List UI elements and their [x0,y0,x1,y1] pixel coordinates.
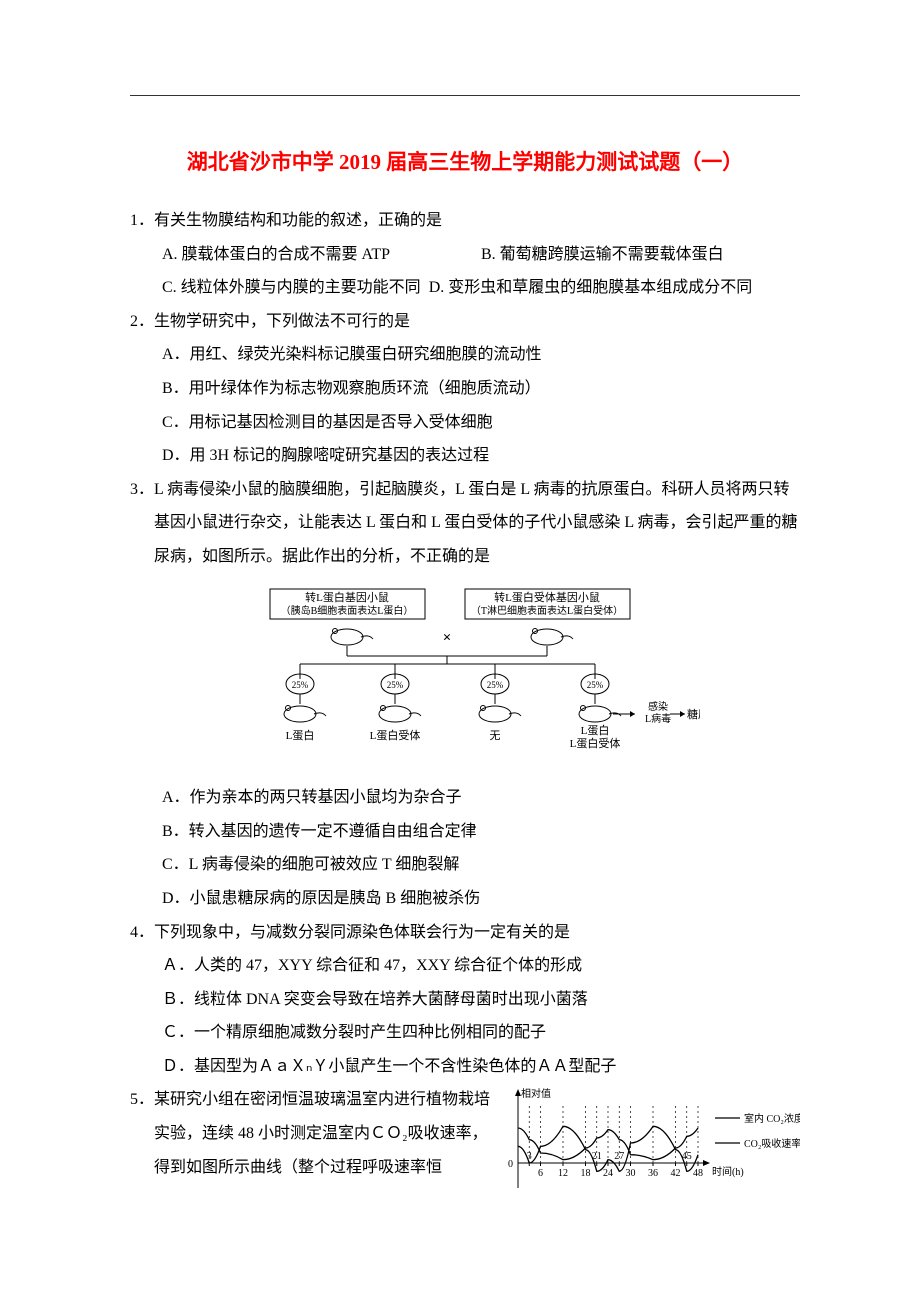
q4-opt-b: Ｂ．线粒体 DNA 突变会导致在培养大菌酵母菌时出现小菌落 [162,983,800,1017]
q1-opt-d: D. 变形虫和草履虫的细胞膜基本组成成分不同 [429,279,753,296]
q1-opt-a: A. 膜载体蛋白的合成不需要 ATP [162,238,481,272]
q2-opt-d: D．用 3H 标记的胸腺嘧啶研究基因的表达过程 [162,439,800,473]
svg-text:时间(h): 时间(h) [712,1165,744,1178]
q2-stem: 2．生物学研究中，下列做法不可行的是 [130,305,800,339]
svg-text:转L蛋白受体基因小鼠: 转L蛋白受体基因小鼠 [494,590,600,604]
svg-text:无: 无 [490,730,501,742]
question-3: 3．L 病毒侵染小鼠的脑膜细胞，引起脑膜炎，L 蛋白是 L 病毒的抗原蛋白。科研… [130,473,800,916]
header-rule [130,95,800,96]
q2-opt-c: C．用标记基因检测目的基因是否导入受体细胞 [162,406,800,440]
svg-text:25%: 25% [587,680,604,690]
question-4: 4．下列现象中，与减数分裂同源染色体联会行为一定有关的是 Ａ．人类的 47，XY… [130,916,800,1084]
svg-text:L蛋白受体: L蛋白受体 [570,736,621,750]
svg-text:（胰岛B细胞表面表达L蛋白）: （胰岛B细胞表面表达L蛋白） [281,604,414,617]
page: 湖北省沙市中学 2019 届高三生物上学期能力测试试题（一） 1．有关生物膜结构… [0,0,920,1233]
svg-text:糖尿病: 糖尿病 [687,707,700,721]
q3-opt-d: D．小鼠患糖尿病的原因是胰岛 B 细胞被杀伤 [162,882,800,916]
document-title: 湖北省沙市中学 2019 届高三生物上学期能力测试试题（一） [130,146,800,176]
q3-opt-b: B．转入基因的遗传一定不遵循自由组合定律 [162,815,800,849]
svg-text:（T淋巴细胞表面表达L蛋白受体）: （T淋巴细胞表面表达L蛋白受体） [471,604,623,617]
cross-diagram-svg: 转L蛋白基因小鼠（胰岛B细胞表面表达L蛋白） 转L蛋白受体基因小鼠（T淋巴细胞表面… [230,584,700,759]
svg-text:×: × [443,630,452,646]
svg-text:24: 24 [603,1168,613,1179]
q2-options: A．用红、绿荧光染料标记膜蛋白研究细胞膜的流动性 B．用叶绿体作为标志物观察胞质… [130,338,800,472]
q3-opt-c: C．L 病毒侵染的细胞可被效应 T 细胞裂解 [162,848,800,882]
q4-opt-d: Ｄ．基因型为ＡａＸₙＹ小鼠产生一个不含性染色体的ＡＡ型配子 [162,1050,800,1084]
q3-diagram: 转L蛋白基因小鼠（胰岛B细胞表面表达L蛋白） 转L蛋白受体基因小鼠（T淋巴细胞表面… [130,584,800,772]
svg-text:42: 42 [671,1168,681,1179]
svg-text:相对值: 相对值 [521,1087,551,1100]
svg-text:6: 6 [538,1168,543,1179]
q1-opt-c: C. 线粒体外膜与内膜的主要功能不同 [162,279,421,296]
q4-opt-c: Ｃ．一个精原细胞减数分裂时产生四种比例相同的配子 [162,1016,800,1050]
q1-stem: 1．有关生物膜结构和功能的叙述，正确的是 [130,204,800,238]
svg-text:L蛋白: L蛋白 [581,723,610,737]
q2-opt-a: A．用红、绿荧光染料标记膜蛋白研究细胞膜的流动性 [162,338,800,372]
svg-text:27: 27 [614,1151,624,1162]
q3-options: A．作为亲本的两只转基因小鼠均为杂合子 B．转入基因的遗传一定不遵循自由组合定律… [130,781,800,915]
svg-text:CO₂吸收速率: CO₂吸收速率 [744,1137,800,1150]
q4-stem: 4．下列现象中，与减数分裂同源染色体联会行为一定有关的是 [130,916,800,950]
svg-text:L蛋白受体: L蛋白受体 [370,728,421,742]
q5-chart: 相对值时间(h)03612182124273036424548室内 CO₂浓度C… [500,1083,800,1203]
svg-text:18: 18 [581,1168,591,1179]
svg-text:L病毒: L病毒 [645,712,671,725]
question-2: 2．生物学研究中，下列做法不可行的是 A．用红、绿荧光染料标记膜蛋白研究细胞膜的… [130,305,800,473]
q1-opt-b: B. 葡萄糖跨膜运输不需要载体蛋白 [481,238,800,272]
svg-text:转L蛋白基因小鼠: 转L蛋白基因小鼠 [305,590,389,604]
svg-text:25%: 25% [292,680,309,690]
svg-text:25%: 25% [387,680,404,690]
svg-text:48: 48 [693,1168,703,1179]
q3-stem: 3．L 病毒侵染小鼠的脑膜细胞，引起脑膜炎，L 蛋白是 L 病毒的抗原蛋白。科研… [130,473,800,574]
q2-opt-b: B．用叶绿体作为标志物观察胞质环流（细胞质流动） [162,372,800,406]
q4-options: Ａ．人类的 47，XYY 综合征和 47，XXY 综合征个体的形成 Ｂ．线粒体 … [130,949,800,1083]
svg-text:36: 36 [648,1168,658,1179]
svg-text:L蛋白: L蛋白 [286,728,315,742]
svg-text:3: 3 [527,1151,532,1162]
svg-text:感染: 感染 [648,700,668,713]
svg-text:25%: 25% [487,680,504,690]
q3-opt-a: A．作为亲本的两只转基因小鼠均为杂合子 [162,781,800,815]
svg-text:室内 CO₂浓度: 室内 CO₂浓度 [744,1112,800,1125]
svg-text:12: 12 [558,1168,568,1179]
question-1: 1．有关生物膜结构和功能的叙述，正确的是 A. 膜载体蛋白的合成不需要 ATP … [130,204,800,305]
q4-opt-a: Ａ．人类的 47，XYY 综合征和 47，XXY 综合征个体的形成 [162,949,800,983]
co2-chart-svg: 相对值时间(h)03612182124273036424548室内 CO₂浓度C… [500,1083,800,1203]
question-5: 相对值时间(h)03612182124273036424548室内 CO₂浓度C… [130,1083,800,1203]
q1-options: A. 膜载体蛋白的合成不需要 ATP B. 葡萄糖跨膜运输不需要载体蛋白 [130,238,800,272]
svg-text:30: 30 [626,1168,636,1179]
q1-options-2: C. 线粒体外膜与内膜的主要功能不同 D. 变形虫和草履虫的细胞膜基本组成成分不… [130,271,800,305]
svg-text:0: 0 [508,1159,513,1170]
